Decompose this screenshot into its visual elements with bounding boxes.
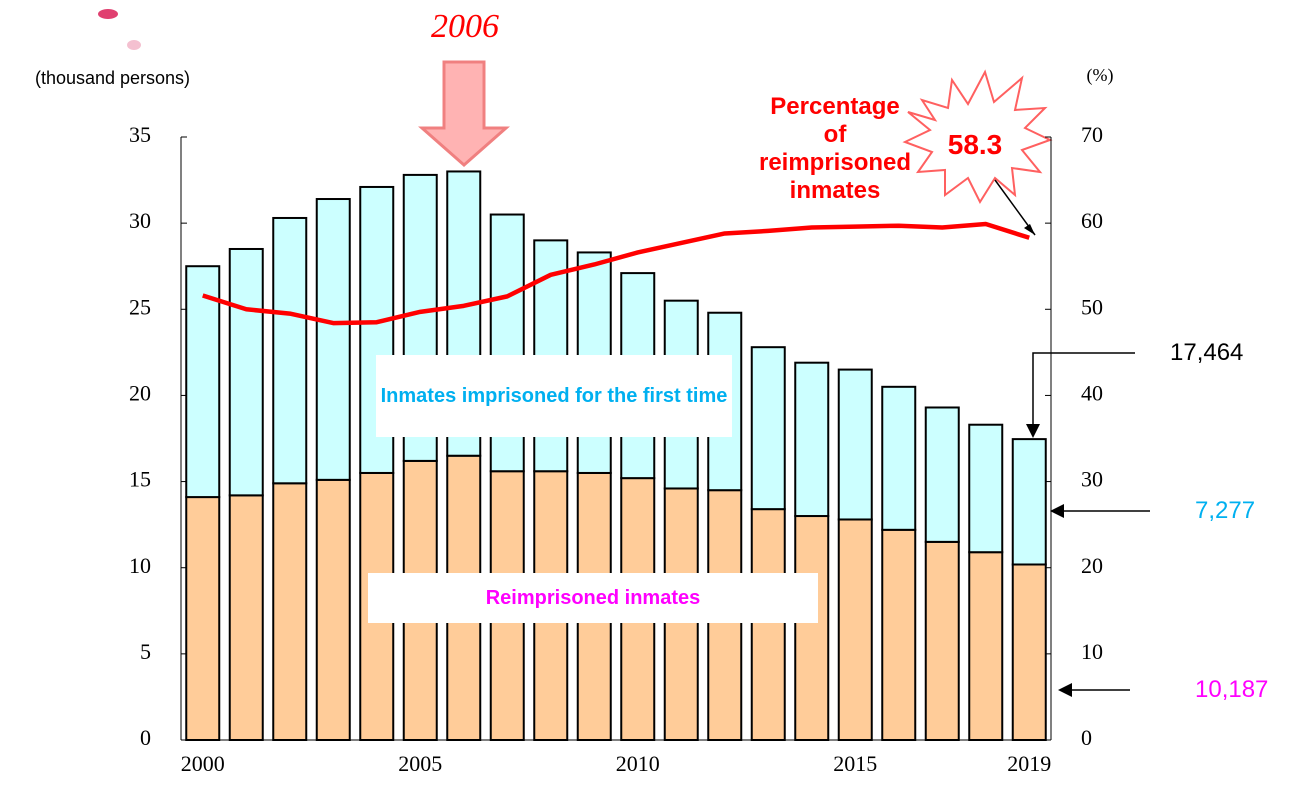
bar bbox=[795, 363, 828, 516]
bar bbox=[969, 425, 1002, 552]
bar bbox=[317, 199, 350, 480]
y-tick-label: 30 bbox=[129, 208, 151, 233]
x-tick-label: 2015 bbox=[833, 751, 877, 776]
y-tick-label: 20 bbox=[129, 380, 151, 405]
value-label: 58.3 bbox=[925, 125, 1025, 165]
series-label: Percentage of reimprisoned inmates bbox=[760, 85, 910, 213]
bar bbox=[317, 480, 350, 740]
bar bbox=[1013, 564, 1046, 740]
y2-tick-label: 30 bbox=[1081, 467, 1103, 492]
bar bbox=[795, 516, 828, 740]
y2-tick-label: 40 bbox=[1081, 380, 1103, 405]
bar bbox=[839, 370, 872, 520]
y2-tick-label: 50 bbox=[1081, 294, 1103, 319]
series-label: Reimprisoned inmates bbox=[368, 573, 818, 623]
y2-tick-label: 20 bbox=[1081, 553, 1103, 578]
bar bbox=[230, 495, 263, 740]
y2-tick-label: 70 bbox=[1081, 122, 1103, 147]
value-label: 10,187 bbox=[1195, 675, 1303, 705]
total-label: 17,464 bbox=[1170, 338, 1303, 368]
bar bbox=[926, 542, 959, 740]
y-tick-label: 10 bbox=[129, 553, 151, 578]
y-tick-label: 5 bbox=[140, 639, 151, 664]
arrow-head bbox=[1058, 683, 1072, 697]
x-tick-label: 2010 bbox=[616, 751, 660, 776]
y2-tick-label: 60 bbox=[1081, 208, 1103, 233]
y-tick-label: 25 bbox=[129, 294, 151, 319]
bar bbox=[839, 519, 872, 740]
page: 2000 2005 2010 2015 2019 0 5 10 15 20 25 30 35 0 10 20 3… bbox=[0, 0, 1303, 791]
petal bbox=[98, 9, 118, 19]
highlight-label: 2006 bbox=[400, 2, 530, 52]
x-tick-label: 2019 bbox=[1007, 751, 1051, 776]
value-label: 7,277 bbox=[1195, 496, 1303, 526]
y-axis-title: (thousand persons) bbox=[0, 65, 225, 91]
bar bbox=[926, 407, 959, 541]
y-tick-label: 35 bbox=[129, 122, 151, 147]
y-tick-label: 15 bbox=[129, 467, 151, 492]
y2-axis-title: (%) bbox=[1075, 62, 1125, 88]
y2-tick-label: 0 bbox=[1081, 725, 1092, 750]
y-tick-label: 0 bbox=[140, 725, 151, 750]
series-label: Inmates imprisoned for the first time bbox=[376, 355, 732, 437]
bar bbox=[752, 509, 785, 740]
bar bbox=[882, 530, 915, 740]
x-tick-label: 2000 bbox=[181, 751, 225, 776]
bar bbox=[273, 218, 306, 483]
bar bbox=[186, 497, 219, 740]
highlight-arrow bbox=[422, 62, 506, 165]
bar bbox=[273, 483, 306, 740]
arrow-head bbox=[1050, 504, 1064, 518]
bar bbox=[230, 249, 263, 495]
bar bbox=[1013, 439, 1046, 564]
arrow-head bbox=[1024, 224, 1035, 235]
bar bbox=[882, 387, 915, 530]
bar bbox=[969, 552, 1002, 740]
x-tick-label: 2005 bbox=[398, 751, 442, 776]
y2-tick-label: 10 bbox=[1081, 639, 1103, 664]
bar bbox=[752, 347, 785, 509]
petal bbox=[127, 40, 141, 50]
arrow-head bbox=[1026, 424, 1040, 438]
